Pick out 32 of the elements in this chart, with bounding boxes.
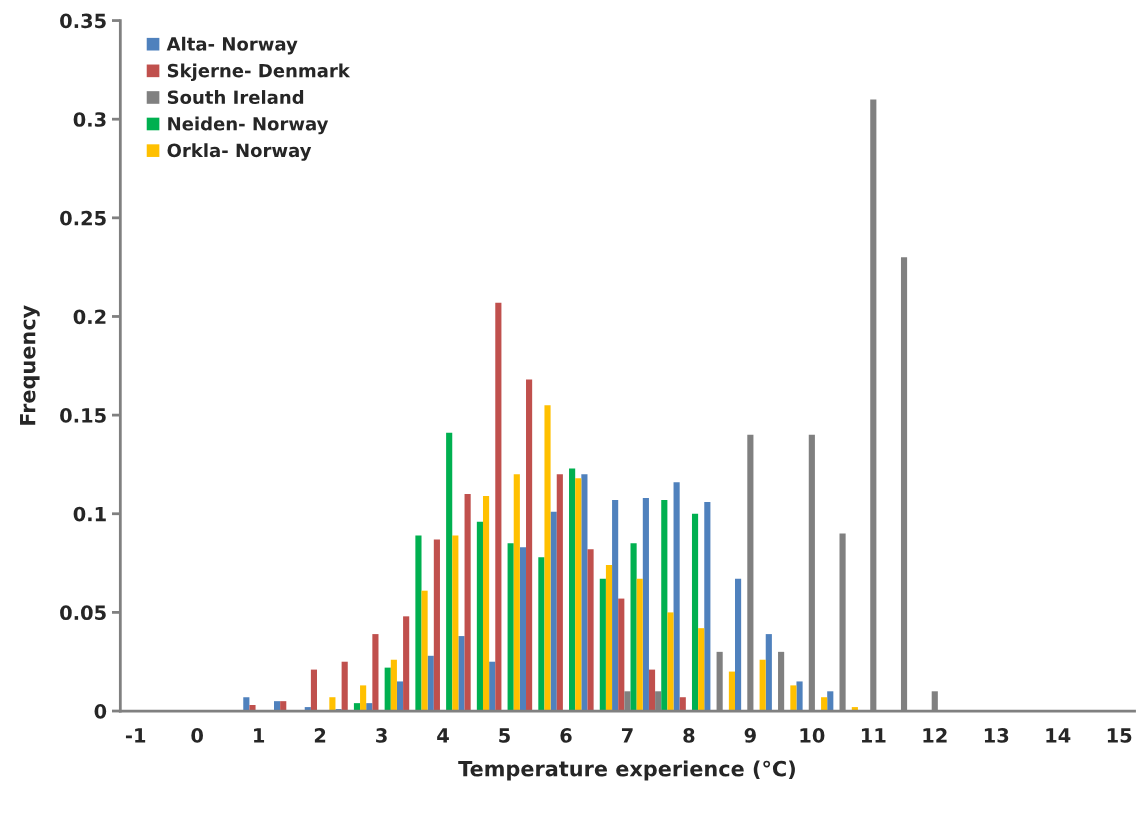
y-axis-title: Frequency: [20, 305, 40, 425]
y-tick-label: 0: [94, 703, 107, 719]
legend-label: Neiden- Norway: [168, 116, 329, 135]
x-tick-label: 7: [621, 728, 633, 743]
x-tick-label: 0: [191, 728, 203, 743]
y-tick-label: 0.05: [60, 605, 106, 621]
y-tick-label: 0.3: [73, 112, 106, 127]
x-tick-label: 6: [560, 728, 572, 743]
x-tick-label: 10: [800, 728, 825, 743]
x-tick-label: 4: [437, 728, 449, 743]
x-tick-label: 3: [376, 728, 387, 743]
x-tick-label: 12: [923, 728, 947, 743]
x-tick-label: 1: [254, 728, 265, 743]
x-tick-label: 15: [1107, 728, 1132, 743]
legend-label: Orkla- Norway: [167, 143, 312, 161]
y-tick-label: 0.25: [60, 210, 106, 226]
x-tick-label: 13: [984, 728, 1009, 743]
y-tick-label: 0.2: [73, 309, 106, 325]
legend-label: Skjerne- Denmark: [167, 63, 351, 82]
x-tick-label: 9: [744, 728, 756, 743]
legend-label: South Ireland: [167, 90, 304, 105]
legend-label: Alta- Norway: [166, 36, 298, 55]
x-tick-label: 5: [499, 728, 510, 743]
x-tick-label: 8: [683, 728, 695, 743]
x-tick-label: 11: [861, 728, 886, 743]
y-tick-label: 0.1: [73, 506, 106, 522]
x-axis-title: Temperature experience (°C): [458, 760, 795, 781]
y-tick-label: 0.15: [60, 408, 106, 423]
x-tick-label: 2: [314, 728, 326, 743]
x-tick-label: 14: [1046, 728, 1071, 743]
x-tick-label: -1: [125, 728, 146, 743]
y-tick-label: 0.35: [60, 13, 106, 29]
